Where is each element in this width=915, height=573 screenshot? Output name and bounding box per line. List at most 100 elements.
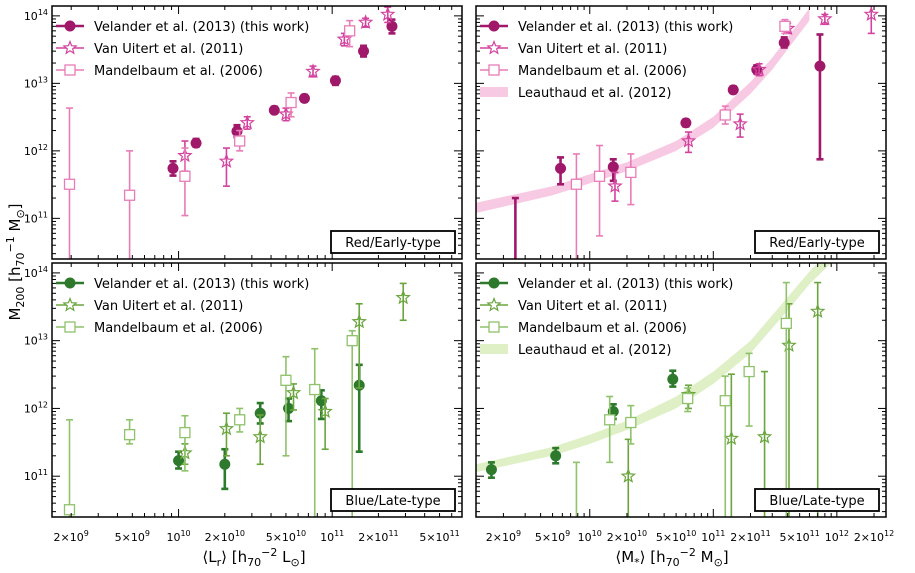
x-label-left-a-sub: r (217, 556, 222, 569)
plot-area-bottom-right (476, 263, 832, 517)
x-tick-label: 2×1011 (730, 529, 770, 544)
legend-label: Van Uitert et al. (2011) (518, 42, 667, 57)
data-point (386, 20, 398, 32)
panel-frame (51, 262, 463, 518)
legend-label: Velander et al. (2013) (this work) (518, 277, 733, 292)
x-tick-mantissa: 10 (166, 531, 180, 544)
y-tick-base: 10 (24, 470, 38, 483)
data-point (285, 96, 297, 109)
panel-tag: Red/Early-type (330, 230, 456, 254)
legend-label: Van Uitert et al. (2011) (94, 299, 243, 314)
x-tick-mantissa: 2×10 (358, 531, 388, 544)
x-tick-exp: 10 (637, 529, 647, 538)
x-tick-label: 2×109 (486, 529, 521, 544)
x-tick-mantissa: 10 (320, 531, 334, 544)
panel-tag-text: Red/Early-type (769, 236, 864, 251)
y-axis-label: M200 [h70−1 M⊙] (4, 203, 27, 320)
x-tick-exp: 9 (84, 529, 89, 538)
x-tick-mantissa: 10 (578, 531, 592, 544)
y-tick-exp: 14 (38, 265, 48, 274)
x-label-left-b: ⟩ [h (221, 548, 247, 566)
y-tick-exp: 13 (38, 333, 48, 342)
data-point (123, 189, 136, 201)
x-tick-exp: 11 (450, 529, 460, 538)
y-tick-exp: 12 (38, 400, 48, 409)
x-tick-label: 1010 (578, 529, 602, 544)
x-tick-label: 1012 (825, 529, 849, 544)
data-point (625, 416, 637, 429)
x-tick-exp: 11 (810, 529, 820, 538)
legend-label: Van Uitert et al. (2011) (94, 42, 243, 57)
data-point (593, 170, 606, 182)
x-tick-mantissa: 5×10 (266, 531, 296, 544)
y-axis-label-sup: −1 (4, 236, 17, 252)
legend-marker (62, 296, 78, 312)
data-point (863, 6, 880, 22)
series-open-square (572, 281, 792, 517)
data-point (719, 395, 731, 407)
panel-tag: Red/Early-type (754, 230, 880, 254)
series-open-star (620, 281, 826, 517)
y-tick-label: 1011 (24, 210, 48, 225)
x-label-right-sup: −2 (680, 546, 696, 559)
panel-tag-box (330, 230, 456, 254)
data-point (317, 403, 333, 419)
y-tick-base: 10 (24, 402, 38, 415)
y-tick-label: 1014 (24, 265, 48, 280)
data-point (254, 407, 266, 419)
x-tick-label: 1011 (320, 529, 344, 544)
x-label-right-b: ⟩ [h (640, 548, 666, 566)
x-tick-exp: 11 (761, 529, 771, 538)
data-point (285, 384, 302, 400)
y-tick-label: 1012 (24, 143, 48, 158)
data-point (123, 429, 136, 441)
plot-area-top-left (63, 6, 398, 259)
legend-marker (488, 321, 500, 333)
series-open-square (63, 19, 356, 259)
x-tick-exp: 12 (839, 529, 849, 538)
panel-tag: Blue/Late-type (754, 488, 880, 512)
x-tick-mantissa: 2×10 (730, 531, 760, 544)
data-point (727, 84, 739, 96)
data-point (809, 303, 826, 319)
series-open-star (607, 6, 880, 202)
x-tick-mantissa: 10 (701, 531, 715, 544)
legend-label: Velander et al. (2013) (this work) (94, 277, 309, 292)
data-point (234, 414, 246, 426)
x-tick-mantissa: 2×10 (205, 531, 235, 544)
data-point (218, 153, 235, 168)
data-point (604, 414, 616, 426)
y-axis-label-sub2: 70 (14, 252, 27, 266)
data-point (329, 75, 341, 87)
panel-frame (475, 5, 887, 260)
x-label-left-c-sub: ⊙ (291, 556, 300, 569)
x-tick-label: 5×109 (115, 529, 150, 544)
data-point (485, 464, 497, 476)
x-tick-exp: 9 (516, 529, 521, 538)
legend-band (480, 344, 508, 354)
panel-top-right: Velander et al. (2013) (this work) Van Ui… (475, 5, 887, 260)
data-point (190, 137, 202, 149)
legend-marker (488, 20, 500, 32)
panel-tag-text: Blue/Late-type (769, 494, 864, 509)
data-point (346, 335, 358, 347)
data-point (351, 313, 367, 329)
data-point (817, 10, 833, 26)
legend-marker (488, 277, 500, 289)
x-label-right-a-sub: * (634, 556, 640, 569)
series-open-star (177, 282, 411, 466)
data-point (309, 383, 321, 396)
x-tick-exp: 10 (180, 529, 190, 538)
data-point (779, 20, 791, 32)
data-point (63, 504, 76, 516)
y-axis-label-main: M (6, 308, 24, 321)
data-point (719, 109, 731, 121)
data-point (625, 166, 637, 179)
y-axis-label-sub: 200 (14, 287, 27, 308)
panel-tag-box (754, 230, 880, 254)
band-leauthaud (476, 8, 810, 214)
x-tick-label: 2×1010 (607, 529, 647, 544)
legend-label: Velander et al. (2013) (this work) (94, 20, 309, 35)
y-tick-exp: 14 (38, 8, 48, 17)
